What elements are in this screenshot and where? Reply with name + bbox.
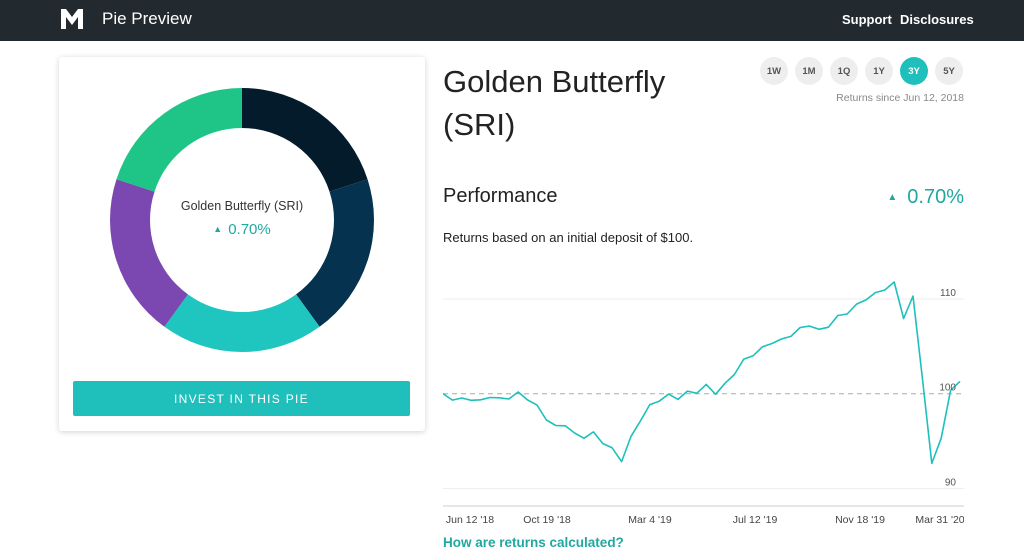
x-tick-label: Oct 19 '18 (523, 514, 571, 526)
pie-slice-1[interactable] (242, 88, 368, 192)
invest-in-pie-button[interactable]: INVEST IN THIS PIE (73, 381, 410, 416)
performance-value-text: 0.70% (907, 186, 964, 208)
pie-title-line: (SRI) (443, 107, 516, 142)
how-returns-calculated-link[interactable]: How are returns calculated? (443, 535, 624, 550)
m1-logo-icon[interactable] (60, 8, 84, 30)
pie-donut-chart (109, 88, 374, 352)
pie-title: Golden Butterfly (SRI) (443, 60, 723, 146)
range-button-1q[interactable]: 1Q (830, 57, 858, 85)
up-triangle-icon: ▲ (213, 224, 223, 234)
pie-slice-5[interactable] (116, 88, 242, 192)
y-tick-label: 110 (940, 288, 956, 299)
top-navbar: Pie Preview Support Disclosures (0, 0, 1024, 41)
range-button-3y[interactable]: 3Y (900, 57, 928, 85)
x-tick-label: Jul 12 '19 (733, 514, 778, 526)
x-tick-label: Nov 18 '19 (835, 514, 885, 526)
pie-return: ▲ 0.70% (59, 221, 425, 238)
x-tick-label: Mar 31 '20 (915, 514, 964, 526)
y-tick-label: 90 (945, 478, 957, 489)
up-triangle-icon: ▲ (887, 192, 898, 203)
disclosures-link[interactable]: Disclosures (900, 12, 974, 27)
performance-line-chart[interactable]: 110 100 90 Jun 12 '18 Oct 19 '18 Mar 4 '19 Jul… (443, 276, 964, 528)
page-title: Pie Preview (102, 9, 192, 28)
pie-card: Golden Butterfly (SRI) ▲ 0.70% INVEST IN … (59, 57, 425, 431)
range-button-1y[interactable]: 1Y (865, 57, 893, 85)
support-link[interactable]: Support (842, 12, 892, 27)
range-button-1w[interactable]: 1W (760, 57, 788, 85)
chart-series-line (443, 281, 961, 465)
x-tick-label: Jun 12 '18 (446, 514, 494, 526)
pie-slice-4[interactable] (109, 179, 188, 327)
pie-return-value: 0.70% (228, 221, 271, 238)
x-tick-label: Mar 4 '19 (628, 514, 672, 526)
returns-since-label: Returns since Jun 12, 2018 (836, 92, 964, 104)
pie-slice-3[interactable] (164, 294, 320, 352)
range-button-1m[interactable]: 1M (795, 57, 823, 85)
pie-title-line: Golden Butterfly (443, 64, 666, 99)
y-tick-label: 100 (939, 383, 956, 394)
pie-slice-2[interactable] (296, 179, 374, 327)
pie-name: Golden Butterfly (SRI) (180, 199, 304, 213)
returns-note: Returns based on an initial deposit of $… (443, 230, 694, 245)
range-button-5y[interactable]: 5Y (935, 57, 963, 85)
donut-center: Golden Butterfly (SRI) ▲ 0.70% (59, 199, 425, 238)
performance-value: ▲ 0.70% (830, 186, 964, 209)
performance-heading: Performance (443, 185, 558, 207)
